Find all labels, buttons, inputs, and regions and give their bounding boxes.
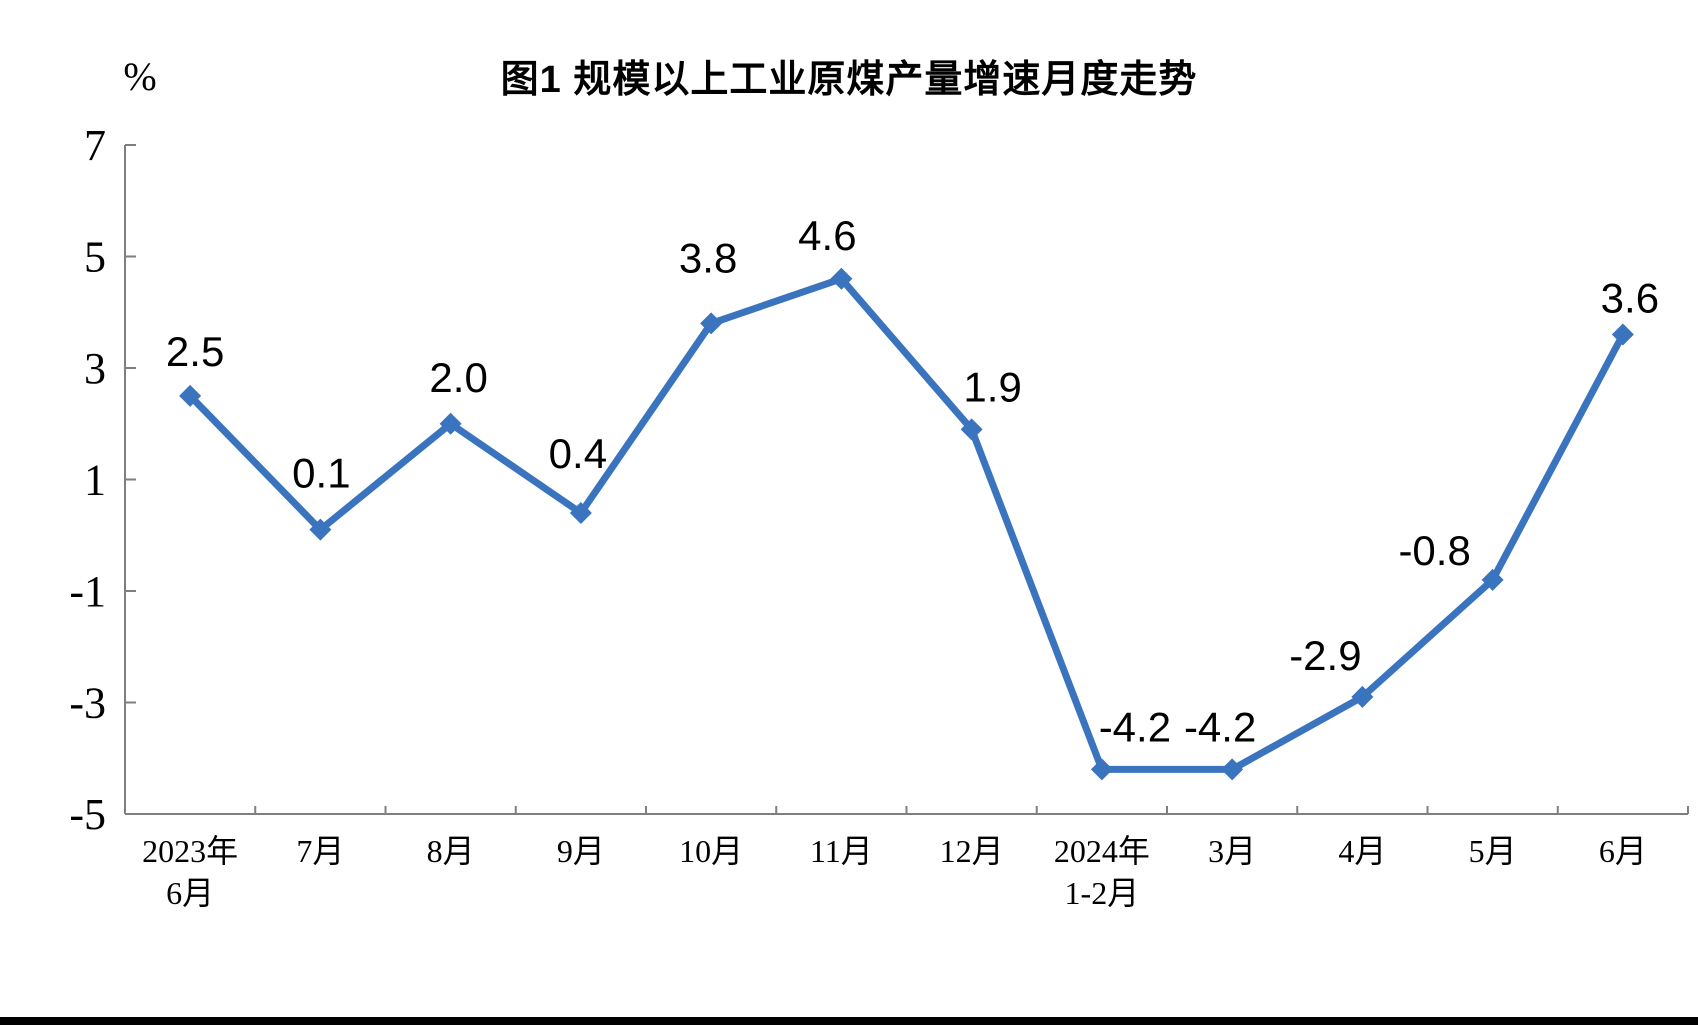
data-point-marker: [1221, 758, 1244, 781]
data-point-marker: [700, 312, 723, 335]
data-point-marker: [439, 412, 462, 435]
chart-title: 图1 规模以上工业原煤产量增速月度走势: [500, 59, 1198, 101]
data-line-raw-coal-growth: [186, 275, 1627, 773]
y-axis-tick-label: 1: [84, 456, 106, 505]
x-axis-category-label: 6月: [1599, 833, 1647, 869]
data-point-label: 0.1: [292, 450, 350, 497]
x-axis-category-label: 8月: [427, 833, 475, 869]
data-point-label: 0.4: [549, 430, 607, 477]
x-axis-category-label: 12月: [940, 833, 1004, 869]
data-point-label: -0.8: [1398, 527, 1470, 574]
data-point-marker: [179, 384, 202, 407]
x-axis-category-label: 2023年: [142, 833, 238, 869]
window-border-bottom: [0, 1017, 1698, 1025]
y-axis-tick-label: 3: [84, 344, 106, 393]
x-axis-category-label: 2024年: [1054, 833, 1150, 869]
data-point-label: -4.2: [1099, 703, 1171, 750]
x-axis-category-label: 5月: [1469, 833, 1517, 869]
data-point-marker: [830, 267, 853, 290]
y-axis-tick-label: 5: [84, 233, 106, 282]
x-axis-category-label: 7月: [296, 833, 344, 869]
data-point-marker: [1351, 685, 1374, 708]
data-point-marker: [960, 418, 983, 441]
y-axis-tick-label: -1: [69, 567, 106, 616]
data-point-label: 4.6: [798, 212, 856, 259]
data-point-marker: [1090, 758, 1113, 781]
y-axis-tick-label: -3: [69, 679, 106, 728]
x-axis-category-label: 9月: [557, 833, 605, 869]
data-point-marker: [309, 518, 332, 541]
x-axis-category-label: 6月: [166, 875, 214, 911]
data-point-label: 2.0: [429, 354, 487, 401]
data-point-marker: [569, 501, 592, 524]
x-axis-category-label: 3月: [1208, 833, 1256, 869]
x-axis-category-label: 4月: [1338, 833, 1386, 869]
y-axis-tick-label: 7: [84, 121, 106, 170]
x-axis-category-label: 1-2月: [1065, 875, 1140, 911]
data-point-marker: [1611, 323, 1634, 346]
y-axis-unit-label: %: [123, 54, 157, 99]
data-point-label: -2.9: [1289, 632, 1361, 679]
data-point-marker: [1481, 568, 1504, 591]
x-axis-category-label: 11月: [810, 833, 873, 869]
data-point-label: -4.2: [1184, 703, 1256, 750]
data-point-label: 2.5: [166, 328, 224, 375]
x-axis-category-label: 10月: [679, 833, 743, 869]
data-point-label: 3.6: [1601, 275, 1659, 322]
data-point-label: 3.8: [679, 234, 737, 281]
y-axis-tick-label: -5: [69, 790, 106, 839]
data-point-label: 1.9: [963, 363, 1021, 410]
